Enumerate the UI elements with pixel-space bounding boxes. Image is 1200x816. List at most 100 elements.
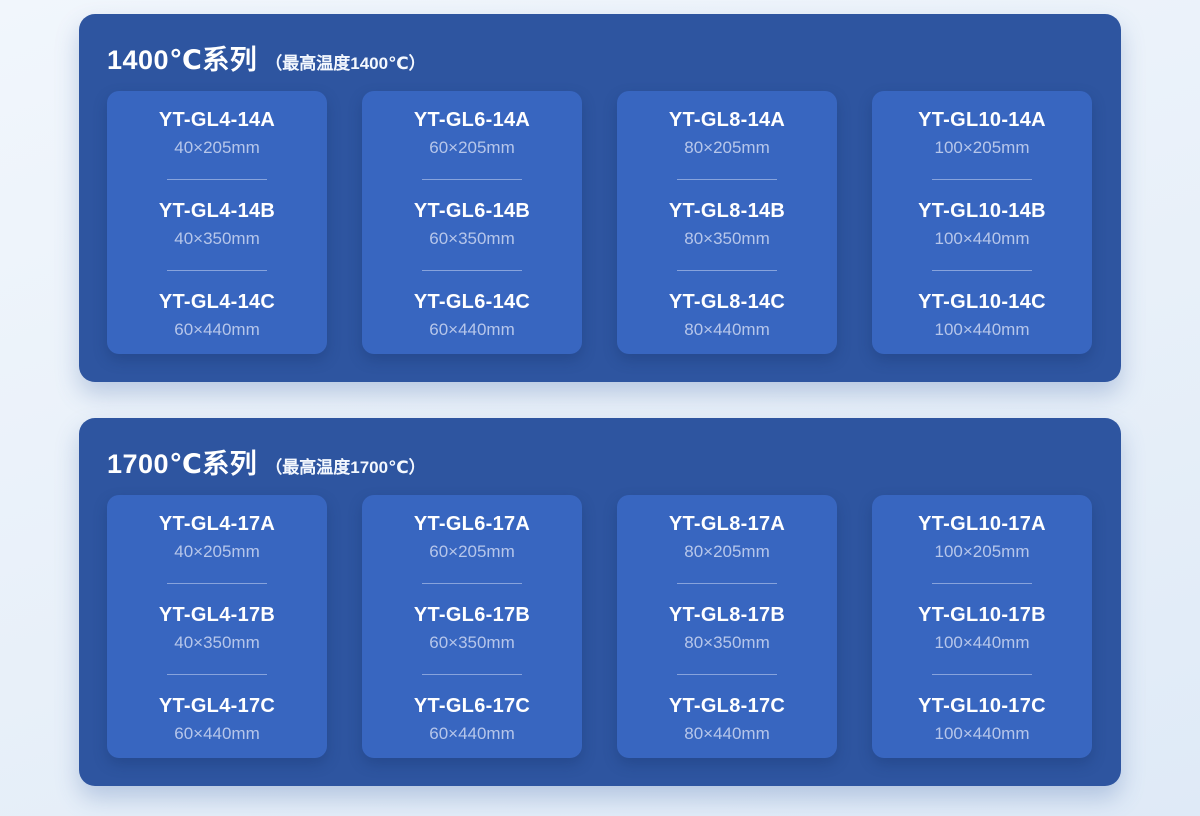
model-card-row: YT-GL4-17A 40×205mm YT-GL4-17B 40×350mm … <box>79 495 1121 758</box>
divider-line <box>677 583 777 584</box>
model-name: YT-GL6-17B <box>413 604 531 626</box>
model-entry: YT-GL4-14A 40×205mm <box>107 107 327 161</box>
divider-line <box>167 674 267 675</box>
model-size: 100×440mm <box>934 320 1030 339</box>
model-entry: YT-GL8-14C 80×440mm <box>617 289 837 343</box>
model-size: 60×205mm <box>429 138 515 157</box>
series-header: 1400℃系列 （最高温度1400℃） <box>79 14 1121 91</box>
model-size: 60×350mm <box>429 229 515 248</box>
model-name: YT-GL8-17C <box>668 695 786 717</box>
model-entry: YT-GL10-14A 100×205mm <box>872 107 1092 161</box>
model-entry: YT-GL6-17A 60×205mm <box>362 511 582 565</box>
model-size: 60×440mm <box>174 320 260 339</box>
model-name: YT-GL4-17B <box>158 604 276 626</box>
model-size: 60×440mm <box>429 724 515 743</box>
model-card: YT-GL8-17A 80×205mm YT-GL8-17B 80×350mm … <box>617 495 837 758</box>
model-name: YT-GL6-17A <box>413 513 531 535</box>
model-entry: YT-GL4-17A 40×205mm <box>107 511 327 565</box>
model-entry: YT-GL10-17B 100×440mm <box>872 602 1092 656</box>
model-size: 100×440mm <box>934 633 1030 652</box>
model-size: 80×205mm <box>684 542 770 561</box>
model-name: YT-GL4-17A <box>158 513 276 535</box>
model-name: YT-GL10-14A <box>918 109 1046 131</box>
model-entry: YT-GL4-14B 40×350mm <box>107 198 327 252</box>
model-entry: YT-GL6-17B 60×350mm <box>362 602 582 656</box>
model-entry: YT-GL8-17B 80×350mm <box>617 602 837 656</box>
model-entry: YT-GL4-17C 60×440mm <box>107 693 327 747</box>
divider-line <box>167 179 267 180</box>
model-size: 80×440mm <box>684 724 770 743</box>
model-name: YT-GL6-17C <box>413 695 531 717</box>
model-size: 100×205mm <box>934 138 1030 157</box>
model-name: YT-GL4-14C <box>158 291 276 313</box>
model-name: YT-GL4-14B <box>158 200 276 222</box>
model-name: YT-GL10-17B <box>918 604 1046 626</box>
model-entry: YT-GL8-14A 80×205mm <box>617 107 837 161</box>
series-header: 1700℃系列 （最高温度1700℃） <box>79 418 1121 495</box>
series-subtitle: （最高温度1700℃） <box>265 458 426 477</box>
model-entry: YT-GL4-14C 60×440mm <box>107 289 327 343</box>
model-entry: YT-GL6-14A 60×205mm <box>362 107 582 161</box>
model-card-row: YT-GL4-14A 40×205mm YT-GL4-14B 40×350mm … <box>79 91 1121 354</box>
model-entry: YT-GL6-14B 60×350mm <box>362 198 582 252</box>
model-entry: YT-GL10-14C 100×440mm <box>872 289 1092 343</box>
model-entry: YT-GL10-17C 100×440mm <box>872 693 1092 747</box>
model-size: 40×205mm <box>174 542 260 561</box>
divider-line <box>932 179 1032 180</box>
model-size: 100×205mm <box>934 542 1030 561</box>
model-size: 80×440mm <box>684 320 770 339</box>
divider-line <box>932 583 1032 584</box>
model-name: YT-GL8-14C <box>668 291 786 313</box>
model-name: YT-GL10-17C <box>918 695 1046 717</box>
model-size: 40×350mm <box>174 229 260 248</box>
series-subtitle: （最高温度1400℃） <box>265 54 426 73</box>
model-name: YT-GL10-14B <box>918 200 1046 222</box>
model-size: 100×440mm <box>934 724 1030 743</box>
model-card: YT-GL8-14A 80×205mm YT-GL8-14B 80×350mm … <box>617 91 837 354</box>
model-name: YT-GL8-14A <box>668 109 786 131</box>
model-name: YT-GL6-14B <box>413 200 531 222</box>
series-title: 1700℃系列 <box>107 449 258 479</box>
model-entry: YT-GL6-17C 60×440mm <box>362 693 582 747</box>
model-card: YT-GL4-17A 40×205mm YT-GL4-17B 40×350mm … <box>107 495 327 758</box>
divider-line <box>422 179 522 180</box>
model-name: YT-GL10-14C <box>918 291 1046 313</box>
model-size: 60×205mm <box>429 542 515 561</box>
divider-line <box>422 270 522 271</box>
model-entry: YT-GL8-17C 80×440mm <box>617 693 837 747</box>
model-name: YT-GL4-14A <box>158 109 276 131</box>
series-panel-series-1700: 1700℃系列 （最高温度1700℃） YT-GL4-17A 40×205mm … <box>79 418 1121 786</box>
series-panel-series-1400: 1400℃系列 （最高温度1400℃） YT-GL4-14A 40×205mm … <box>79 14 1121 382</box>
model-card: YT-GL6-17A 60×205mm YT-GL6-17B 60×350mm … <box>362 495 582 758</box>
model-entry: YT-GL8-14B 80×350mm <box>617 198 837 252</box>
model-entry: YT-GL10-17A 100×205mm <box>872 511 1092 565</box>
model-name: YT-GL6-14C <box>413 291 531 313</box>
model-name: YT-GL8-17A <box>668 513 786 535</box>
model-name: YT-GL6-14A <box>413 109 531 131</box>
model-name: YT-GL8-17B <box>668 604 786 626</box>
divider-line <box>167 583 267 584</box>
divider-line <box>167 270 267 271</box>
model-name: YT-GL8-14B <box>668 200 786 222</box>
divider-line <box>422 674 522 675</box>
model-size: 40×350mm <box>174 633 260 652</box>
series-panel-list: 1400℃系列 （最高温度1400℃） YT-GL4-14A 40×205mm … <box>79 14 1121 786</box>
divider-line <box>677 270 777 271</box>
model-entry: YT-GL8-17A 80×205mm <box>617 511 837 565</box>
model-card: YT-GL6-14A 60×205mm YT-GL6-14B 60×350mm … <box>362 91 582 354</box>
model-size: 40×205mm <box>174 138 260 157</box>
model-card: YT-GL4-14A 40×205mm YT-GL4-14B 40×350mm … <box>107 91 327 354</box>
divider-line <box>677 674 777 675</box>
model-name: YT-GL4-17C <box>158 695 276 717</box>
model-size: 80×350mm <box>684 229 770 248</box>
model-size: 100×440mm <box>934 229 1030 248</box>
model-size: 60×350mm <box>429 633 515 652</box>
series-title: 1400℃系列 <box>107 45 258 75</box>
model-size: 60×440mm <box>429 320 515 339</box>
model-card: YT-GL10-14A 100×205mm YT-GL10-14B 100×44… <box>872 91 1092 354</box>
model-size: 80×350mm <box>684 633 770 652</box>
divider-line <box>932 270 1032 271</box>
model-size: 60×440mm <box>174 724 260 743</box>
model-entry: YT-GL4-17B 40×350mm <box>107 602 327 656</box>
model-entry: YT-GL10-14B 100×440mm <box>872 198 1092 252</box>
